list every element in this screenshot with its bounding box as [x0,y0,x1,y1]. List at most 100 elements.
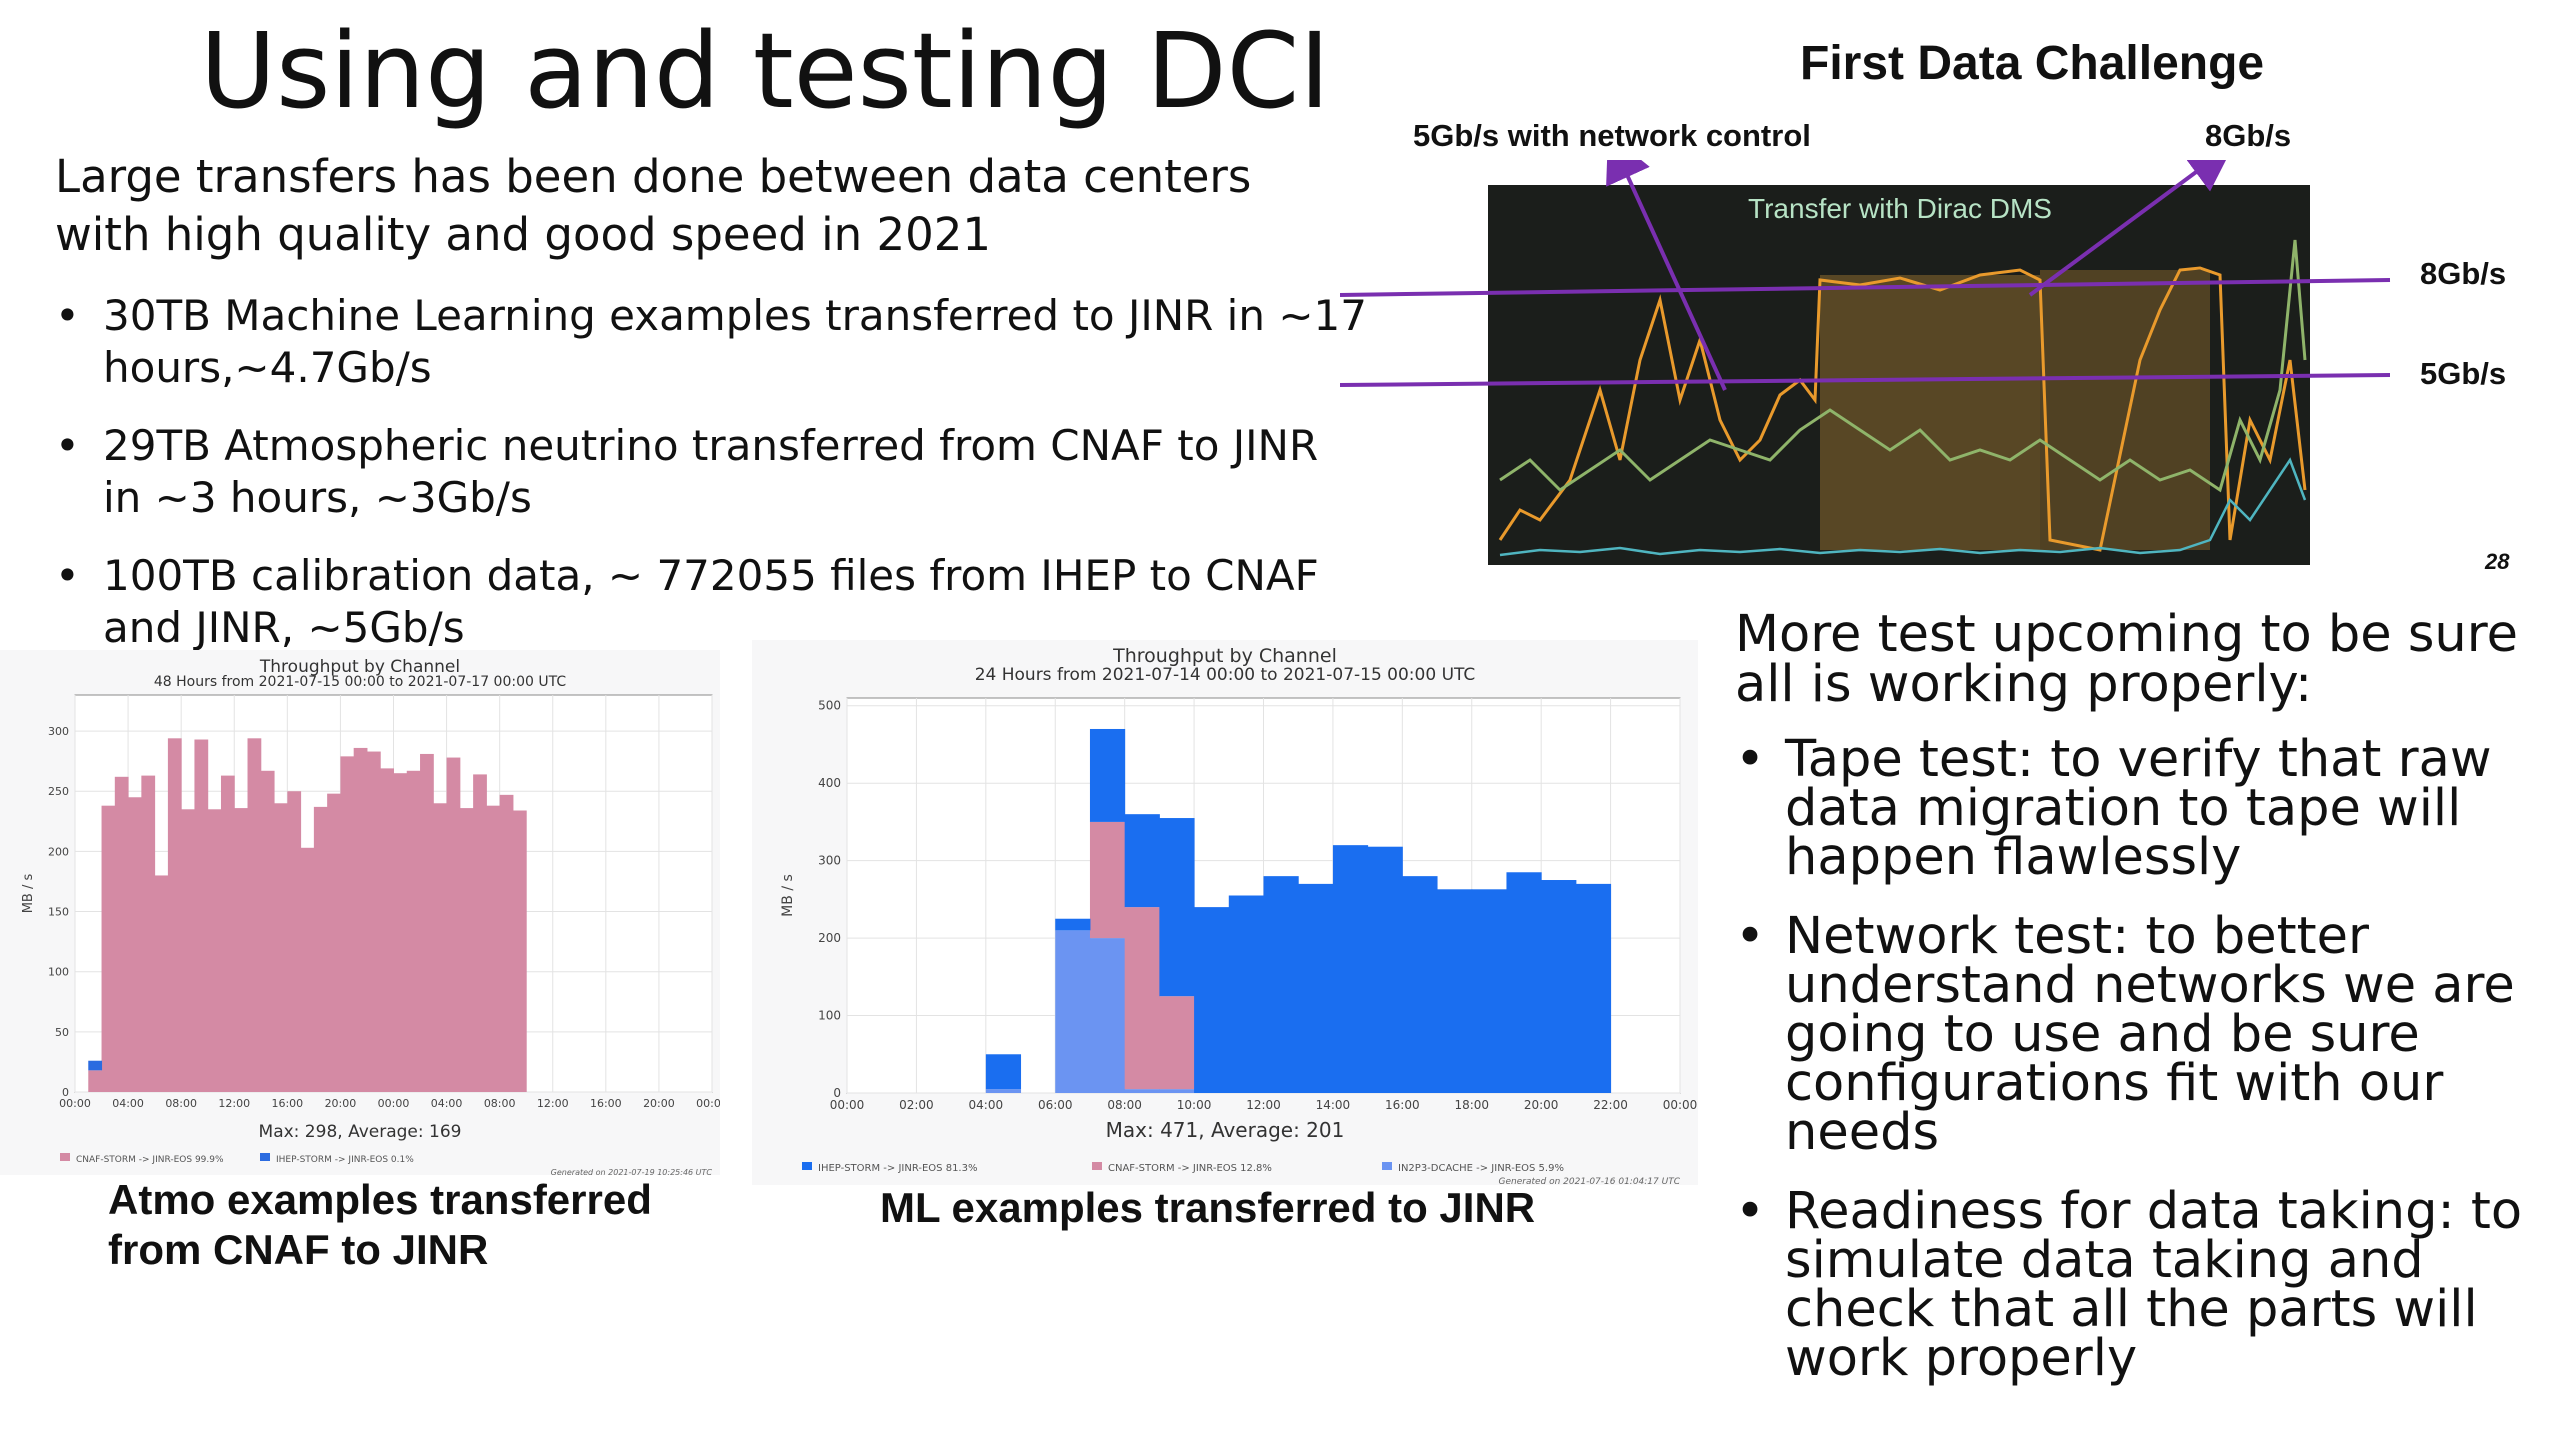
x-tick-label: 06:00 [1038,1098,1073,1112]
fdc-series-cyan [1499,457,2307,557]
x-tick-label: 08:00 [484,1097,516,1110]
fdc-plot-fill-block [1820,275,2040,550]
x-tick-label: 04:00 [431,1097,463,1110]
bar-cnaf-storm-jinr-eos [207,809,222,1092]
bar-in2p3-dcache-jinr-eos [1124,1089,1160,1093]
y-tick-label: 100 [818,1009,841,1023]
bar-cnaf-storm-jinr-eos [194,739,209,1092]
y-tick-label: 150 [48,906,69,919]
y-tick-label: 500 [818,699,841,713]
y-tick-label: 50 [55,1026,69,1039]
bar-cnaf-storm-jinr-eos [260,770,275,1092]
fdc-arrow-8gbps [2028,143,2235,297]
transfer-list-3: 100TB calibration data, ~ 772055 files f… [55,550,1405,682]
fdc-label-network-control: 5Gb/s with network control [1413,118,1811,153]
bar-cnaf-storm-jinr-eos [154,875,169,1092]
x-tick-label: 00:00 [378,1097,410,1110]
bar-ihep-storm-jinr-eos [1194,907,1230,1093]
bar-cnaf-storm-jinr-eos [128,797,142,1092]
bar-cnaf-storm-jinr-eos [512,810,527,1092]
chart-subtitle: 48 Hours from 2021-07-15 00:00 to 2021-0… [154,674,566,690]
bar-cnaf-storm-jinr-eos [446,757,461,1092]
bar-cnaf-storm-jinr-eos [459,808,474,1092]
bullet-atmo-transfer: 29TB Atmospheric neutrino transferred fr… [55,420,1345,524]
bar-cnaf-storm-jinr-eos [167,738,182,1092]
bullet-network-test: Network test: to better understand netwo… [1735,911,2555,1158]
bar-cnaf-storm-jinr-eos [473,774,487,1092]
x-tick-label: 00:00 [1663,1098,1698,1112]
y-tick-label: 300 [48,725,69,738]
bar-ihep-storm-jinr-eos [1506,872,1542,1093]
bar-ihep-storm-jinr-eos [1263,876,1299,1093]
transfer-list-1: 30TB Machine Learning examples transferr… [55,290,1405,422]
x-tick-label: 08:00 [165,1097,197,1110]
legend-entry: IN2P3-DCACHE -> JINR-EOS 5.9% [1398,1163,1564,1174]
legend-entry: CNAF-STORM -> JINR-EOS 12.8% [1108,1163,1272,1174]
bar-ihep-storm-jinr-eos [1471,889,1507,1093]
bar-cnaf-storm-jinr-eos [220,775,235,1092]
y-tick-label: 200 [48,845,69,858]
fdc-arrow-network-control [1606,133,1727,391]
x-tick-label: 16:00 [271,1097,303,1110]
y-axis-label: MB / s [21,874,36,914]
bar-cnaf-storm-jinr-eos [406,770,421,1092]
y-tick-label: 200 [818,931,841,945]
x-tick-label: 04:00 [969,1098,1004,1112]
bar-cnaf-storm-jinr-eos [141,775,156,1092]
intro-text: Large transfers has been done between da… [55,150,1252,261]
bar-ihep-storm-jinr-eos [1575,883,1612,1093]
x-tick-label: 12:00 [218,1097,250,1110]
bar-ihep-storm-jinr-eos [1055,918,1091,931]
bar-cnaf-storm-jinr-eos [101,805,116,1092]
bar-cnaf-storm-jinr-eos [393,773,408,1092]
x-tick-label: 08:00 [1107,1098,1142,1112]
bar-ihep-storm-jinr-eos [1298,883,1334,1093]
y-tick-label: 0 [833,1086,841,1100]
caption-atmo: Atmo examples transferred from CNAF to J… [108,1176,652,1273]
upcoming-tests-list: Tape test: to verify that raw data migra… [1735,734,2555,1413]
fdc-label-8gbps-top: 8Gb/s [2205,118,2292,153]
bar-in2p3-dcache-jinr-eos [1089,938,1126,1093]
x-tick-label: 00:00 [696,1097,720,1110]
x-tick-label: 20:00 [643,1097,675,1110]
legend-swatch [60,1153,70,1161]
bar-ihep-storm-jinr-eos [1367,846,1403,1093]
y-tick-label: 400 [818,776,841,790]
x-tick-label: 18:00 [1454,1098,1489,1112]
bar-ihep-storm-jinr-eos [1402,876,1438,1093]
chart-title: Throughput by Channel [1112,645,1337,667]
bar-cnaf-storm-jinr-eos [327,793,341,1092]
fdc-plot-title: Transfer with Dirac DMS [1748,193,2052,224]
bar-cnaf-storm-jinr-eos [353,747,368,1092]
chart-stats: Max: 298, Average: 169 [259,1122,462,1142]
bar-cnaf-storm-jinr-eos [433,803,448,1092]
legend-swatch [802,1162,812,1170]
bar-cnaf-storm-jinr-eos [420,753,434,1092]
bar-ihep-storm-jinr-eos [1541,880,1577,1093]
legend-swatch [1092,1162,1102,1170]
legend-entry: CNAF-STORM -> JINR-EOS 99.9% [76,1155,224,1165]
bar-cnaf-storm-jinr-eos [486,805,501,1092]
legend-entry: IHEP-STORM -> JINR-EOS 0.1% [276,1155,414,1165]
y-tick-label: 300 [818,854,841,868]
fdc-label-8gbps-right: 8Gb/s [2420,256,2507,291]
x-tick-label: 02:00 [899,1098,934,1112]
bullet-ml-transfer: 30TB Machine Learning examples transferr… [55,290,1405,394]
x-tick-label: 00:00 [830,1098,865,1112]
slide-title: Using and testing DCI [200,10,1330,132]
transfer-list-2: 29TB Atmospheric neutrino transferred fr… [55,420,1345,552]
bar-ihep-storm-jinr-eos [88,1060,103,1071]
y-axis-label: MB / s [780,874,796,917]
bar-ihep-storm-jinr-eos [1124,814,1160,908]
x-tick-label: 16:00 [590,1097,622,1110]
fdc-title: First Data Challenge [1800,37,2265,90]
fdc-plot-area: Transfer with Dirac DMS [1339,133,2420,580]
x-tick-label: 14:00 [1316,1098,1351,1112]
page-number: 28 [2485,549,2510,574]
fdc-series-orange [1498,266,2307,552]
bullet-tape-test: Tape test: to verify that raw data migra… [1735,734,2555,883]
bar-cnaf-storm-jinr-eos [1124,907,1160,1090]
y-tick-label: 0 [62,1086,69,1099]
